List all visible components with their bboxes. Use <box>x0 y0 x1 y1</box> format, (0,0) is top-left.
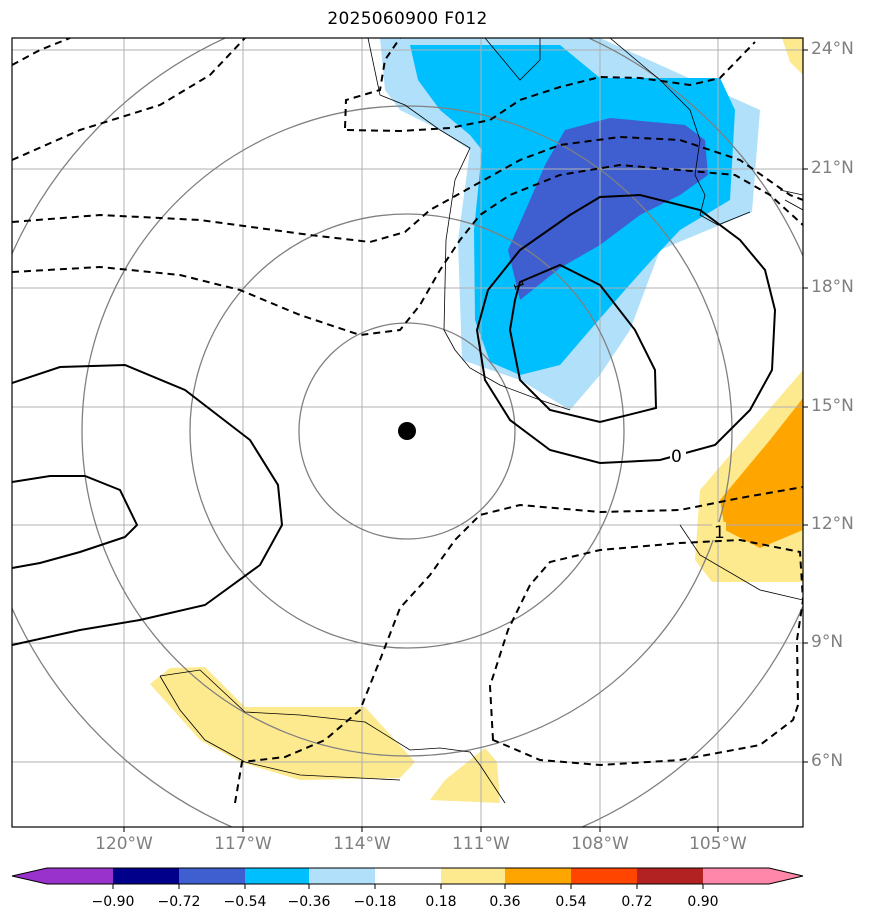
lon-label-120w: 120°W <box>95 834 153 854</box>
colorbar-tick-label: −0.90 <box>91 894 135 910</box>
colorbar-tick-label: −0.36 <box>287 894 331 910</box>
lon-label-114w: 114°W <box>333 834 391 854</box>
contour-zero-west <box>12 363 284 646</box>
lon-label-117w: 117°W <box>214 834 272 854</box>
colorbar-tick-label: 0.18 <box>425 894 457 910</box>
colorbar-bin <box>375 868 441 884</box>
colorbar-tick-label: −0.18 <box>353 894 397 910</box>
colorbar-bin <box>571 868 637 884</box>
contour-label-zero: 0 <box>671 447 682 467</box>
colorbar-tick-label: 0.36 <box>489 894 521 910</box>
colorbar-bin <box>309 868 375 884</box>
colorbar-bin <box>637 868 703 884</box>
negative-shading <box>380 38 760 410</box>
graticule <box>12 38 803 827</box>
dashed-contours <box>12 38 803 804</box>
storm-center-marker <box>398 422 416 440</box>
shade-yellow-south-small <box>430 748 500 803</box>
map-title: 2025060900 F012 <box>327 9 488 29</box>
lat-label-9n: 9°N <box>811 632 844 652</box>
colorbar-tick-label: 0.90 <box>687 894 719 910</box>
colorbar-bin <box>245 868 309 884</box>
colorbar-extend-low <box>12 868 47 884</box>
shade-yellow-south <box>150 667 415 780</box>
lon-label-111w: 111°W <box>452 834 510 854</box>
colorbar-bin <box>703 868 769 884</box>
solid-contours <box>12 193 777 646</box>
lat-label-21n: 21°N <box>811 158 854 178</box>
colorbar-bin <box>441 868 505 884</box>
colorbar-bin <box>179 868 245 884</box>
shade-yellow-northeast <box>782 38 803 75</box>
contour-inner-west <box>12 475 139 569</box>
colorbar-bin <box>47 868 113 884</box>
lat-label-12n: 12°N <box>811 514 854 534</box>
map-frame <box>11 37 804 828</box>
colorbar-tick-label: 0.54 <box>555 894 587 910</box>
colorbar-tick-label: 0.72 <box>621 894 653 910</box>
colorbar-bin <box>505 868 571 884</box>
colorbar-tick-label: −0.72 <box>157 894 201 910</box>
colorbar-bin <box>113 868 179 884</box>
colorbar-tick-label: −0.54 <box>223 894 267 910</box>
lat-label-6n: 6°N <box>811 751 844 771</box>
shade-orange-east <box>720 398 803 548</box>
contour-zero-east <box>475 193 777 465</box>
lat-label-24n: 24°N <box>811 39 854 59</box>
contour-label-one-east: 1 <box>714 523 725 543</box>
shade-royal-blue <box>508 118 708 300</box>
coastline <box>159 38 803 804</box>
lat-label-15n: 15°N <box>811 396 854 416</box>
lon-label-108w: 108°W <box>571 834 629 854</box>
lat-label-18n: 18°N <box>811 277 854 297</box>
tick-marks <box>123 49 808 832</box>
colorbar-outline <box>11 867 804 885</box>
lon-label-105w: 105°W <box>689 834 747 854</box>
colorbar <box>11 867 804 889</box>
contour-inner-east <box>508 263 658 424</box>
map-plot-area <box>12 38 803 827</box>
colorbar-extend-high <box>769 868 803 884</box>
